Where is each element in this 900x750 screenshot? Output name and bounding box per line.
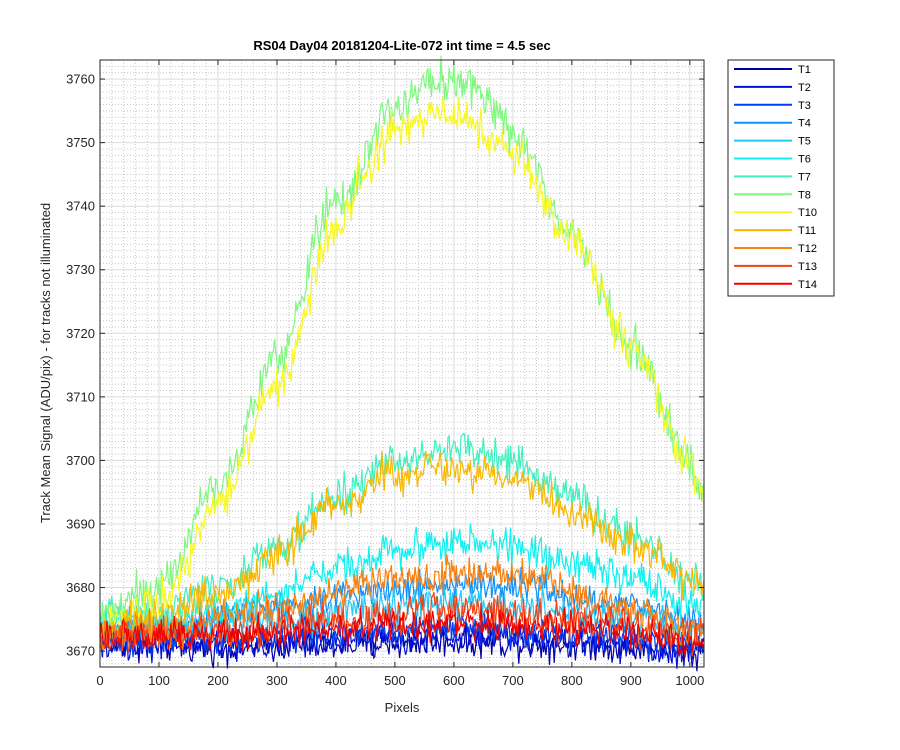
chart-title: RS04 Day04 20181204-Lite-072 int time = … [253,38,550,53]
plot-frame [99,59,705,668]
series-line-t11 [99,450,705,643]
x-axis-label: Pixels [385,700,420,715]
x-tick-label: 200 [207,673,229,688]
legend-label-t8: T8 [798,189,811,201]
legend-label-t6: T6 [798,154,811,166]
y-tick-label: 3700 [66,453,95,468]
legend-label-t11: T11 [798,225,816,237]
legend-label-t5: T5 [798,136,811,148]
series-line-t14 [99,602,705,658]
x-tick-label: 800 [561,673,583,688]
series-line-t12 [99,554,705,651]
legend-label-t7: T7 [798,171,811,183]
ticks: 0 100 200 300 400 500 600 700 800 900 1000 3670 3680… [66,60,704,688]
x-tick-label: 900 [620,673,642,688]
x-tick-label: 600 [443,673,465,688]
legend-label-t14: T14 [798,279,817,291]
legend-label-t3: T3 [798,100,811,112]
series-group [99,55,705,672]
y-tick-label: 3740 [66,199,95,214]
y-tick-label: 3690 [66,516,95,531]
legend-label-t13: T13 [798,261,817,273]
x-tick-label: 500 [384,673,406,688]
x-tick-label: 400 [325,673,347,688]
legend-label-t12: T12 [798,243,817,255]
series-line-t13 [99,592,705,657]
legend: T1 T2 T3 T4 T5 T6 T7 T8 T10 T11 T12 T13 T14 [727,59,835,297]
x-tick-label: 100 [148,673,170,688]
y-tick-label: 3720 [66,326,95,341]
legend-label-t1: T1 [798,64,811,76]
y-tick-label: 3710 [66,389,95,404]
plot-area: 0 100 200 300 400 500 600 700 800 900 1000 3670 3680… [66,55,705,688]
x-tick-label: 700 [502,673,524,688]
x-tick-label: 300 [266,673,288,688]
y-tick-label: 3680 [66,580,95,595]
x-tick-label: 0 [96,673,103,688]
y-tick-label: 3670 [66,644,95,659]
y-tick-label: 3730 [66,262,95,277]
y-tick-label: 3760 [66,72,95,87]
legend-box [727,59,835,297]
y-axis-label: Track Mean Signal (ADU/pix) - for tracks… [38,203,53,523]
series-line-t10 [99,96,705,646]
x-tick-label: 1000 [675,673,704,688]
legend-label-t10: T10 [798,207,817,219]
legend-label-t2: T2 [798,82,811,94]
legend-label-t4: T4 [798,118,811,130]
grid [99,59,704,667]
y-tick-label: 3750 [66,135,95,150]
